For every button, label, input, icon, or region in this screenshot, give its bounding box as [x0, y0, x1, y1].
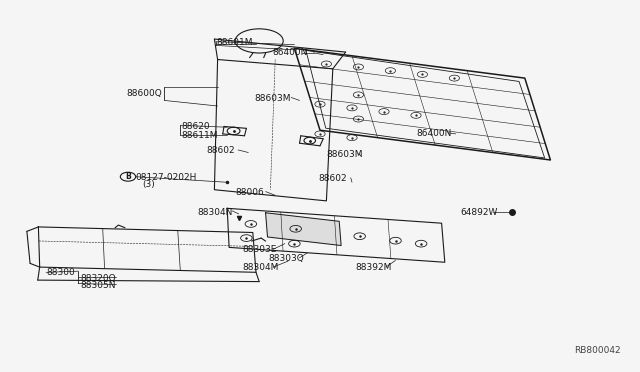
Text: 88601M: 88601M	[216, 38, 253, 47]
Text: 88392M: 88392M	[355, 263, 392, 272]
Text: (3): (3)	[142, 180, 155, 189]
Text: 88603M: 88603M	[326, 150, 363, 159]
Text: 88602: 88602	[319, 174, 348, 183]
Text: 88600Q: 88600Q	[127, 89, 163, 98]
Text: 88602: 88602	[206, 146, 235, 155]
Text: 86400N: 86400N	[272, 48, 307, 57]
Text: 86400N: 86400N	[416, 129, 451, 138]
Text: 88303Q: 88303Q	[269, 254, 305, 263]
Text: 88304N: 88304N	[197, 208, 232, 217]
Text: 88611M: 88611M	[181, 131, 218, 140]
Text: B: B	[125, 172, 131, 181]
Text: 88303E: 88303E	[242, 246, 276, 254]
Text: 88300: 88300	[46, 268, 75, 277]
Text: 64892W: 64892W	[461, 208, 498, 217]
Text: 88305N: 88305N	[80, 281, 115, 290]
Text: 08127-0202H: 08127-0202H	[136, 173, 197, 182]
Text: 88304M: 88304M	[242, 263, 278, 272]
Polygon shape	[266, 213, 341, 246]
Text: 88620: 88620	[181, 122, 210, 131]
Text: RB800042: RB800042	[574, 346, 621, 355]
Text: 88603M: 88603M	[255, 94, 291, 103]
Text: 88320Q: 88320Q	[80, 274, 116, 283]
Text: 88006: 88006	[236, 188, 264, 197]
